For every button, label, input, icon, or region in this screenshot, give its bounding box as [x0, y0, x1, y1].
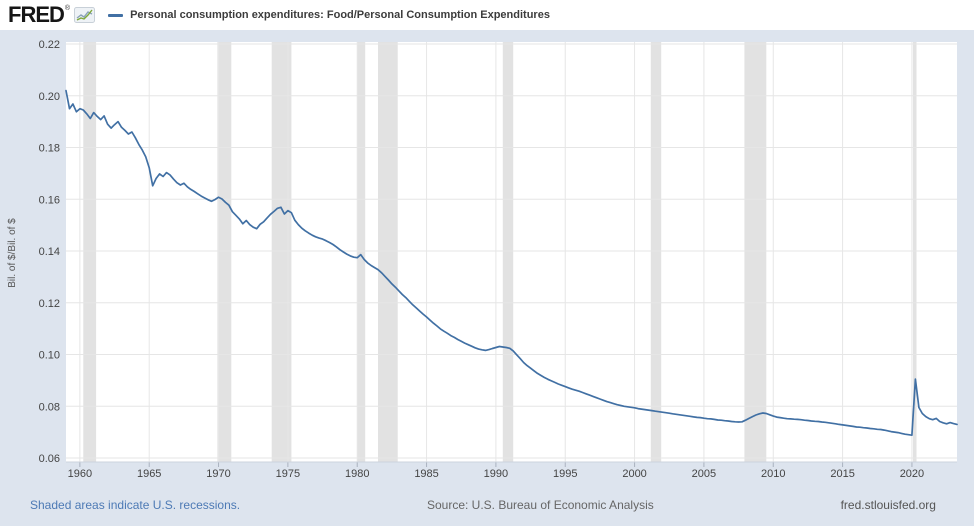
legend-line-swatch: [108, 13, 124, 17]
recession-band: [744, 42, 767, 462]
series-line: [65, 89, 958, 437]
header: FRED ® Personal consumption expenditures…: [0, 0, 974, 30]
source-text: Source: U.S. Bureau of Economic Analysis: [426, 498, 654, 512]
registered-trademark-symbol: ®: [64, 5, 71, 12]
y-axis-tick-label: 0.18: [39, 143, 60, 155]
recession-band: [357, 42, 366, 462]
x-axis-tick-label: 1975: [276, 468, 300, 480]
fred-logo[interactable]: FRED ®: [8, 1, 96, 29]
recession-band: [913, 42, 917, 462]
recession-band: [83, 42, 97, 462]
y-axis-tick-label: 0.12: [39, 298, 60, 310]
x-axis-tick-label: 1985: [414, 468, 438, 480]
y-axis-tick-label: 0.08: [39, 401, 60, 413]
x-axis-tick-label: 2015: [830, 468, 854, 480]
y-axis-tick-label: 0.06: [39, 453, 60, 465]
series-title: Personal consumption expenditures: Food/…: [130, 9, 550, 21]
series-legend: Personal consumption expenditures: Food/…: [108, 9, 550, 21]
x-axis-tick-label: 1995: [553, 468, 577, 480]
recession-band: [378, 42, 398, 462]
y-axis-tick-label: 0.14: [39, 246, 60, 258]
x-axis-tick-label: 2020: [900, 468, 924, 480]
fred-logo-text: FRED: [8, 2, 65, 27]
footer: Shaded areas indicate U.S. recessions. S…: [0, 494, 974, 516]
x-axis-tick-label: 1960: [68, 468, 92, 480]
recession-band: [217, 42, 232, 462]
x-axis-tick-label: 2000: [622, 468, 646, 480]
y-axis-tick-label: 0.20: [39, 91, 60, 103]
recession-band: [650, 42, 662, 462]
recession-note-link[interactable]: Shaded areas indicate U.S. recessions.: [30, 498, 241, 512]
y-axis-title: Bil. of $/Bil. of $: [7, 218, 18, 288]
x-axis-tick-label: 2005: [692, 468, 716, 480]
y-axis-tick-label: 0.10: [39, 350, 60, 362]
x-axis-tick-label: 1980: [345, 468, 369, 480]
x-axis-tick-label: 1990: [484, 468, 508, 480]
y-axis-tick-label: 0.16: [39, 194, 60, 206]
y-axis-tick-label: 0.22: [39, 39, 60, 51]
x-axis-tick-label: 1965: [137, 468, 161, 480]
fred-logo-chart-icon: [74, 7, 96, 23]
recession-band: [271, 42, 292, 462]
x-axis-tick-label: 1970: [206, 468, 230, 480]
recession-band: [502, 42, 514, 462]
x-axis-tick-label: 2010: [761, 468, 785, 480]
fred-site-link[interactable]: fred.stlouisfed.org: [840, 498, 936, 512]
